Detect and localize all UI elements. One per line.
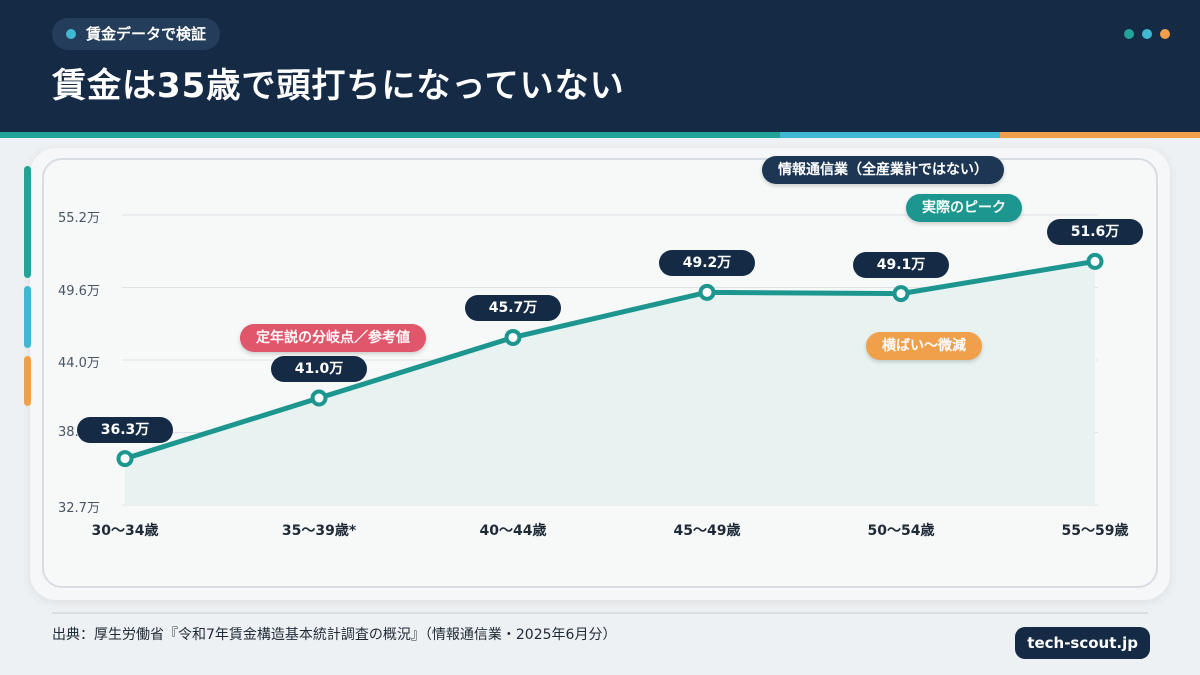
decorative-dots (1116, 24, 1170, 43)
plateau-note-badge: 横ばい〜微減 (866, 332, 982, 360)
header-banner: 賃金データで検証 賃金は35歳で頭打ちになっていない (0, 0, 1200, 132)
x-tick-label: 35〜39歳* (281, 523, 357, 539)
x-tick-label: 55〜59歳 (1061, 523, 1129, 539)
side-bar-cyan (24, 286, 31, 348)
side-bar-teal (24, 166, 31, 278)
data-value-label: 51.6万 (1047, 219, 1143, 246)
data-value-label: 49.2万 (659, 250, 755, 277)
y-tick-label: 38. (58, 424, 79, 440)
footer-divider (52, 612, 1148, 614)
data-value-label: 36.3万 (77, 416, 173, 443)
side-bar-orange (24, 356, 31, 406)
dot-icon-2 (1142, 29, 1152, 39)
tag-dot-icon (66, 29, 76, 39)
topic-tag: 賃金データで検証 (52, 18, 221, 50)
y-tick-label: 32.7万 (58, 501, 100, 516)
x-tick-label: 40〜44歳 (479, 523, 547, 539)
data-value-label: 49.1万 (853, 251, 949, 278)
chart-series-line (124, 258, 1096, 461)
page-title: 賃金は35歳で頭打ちになっていない (52, 66, 625, 106)
accent-stripe-cyan (780, 132, 1000, 138)
retirement-note-badge: 定年説の分岐点／参考値 (240, 324, 426, 352)
x-tick-label: 50〜54歳 (867, 523, 935, 539)
y-tick-label: 44.0万 (58, 356, 100, 371)
data-value-label: 41.0万 (271, 356, 367, 383)
x-tick-label: 30〜34歳 (91, 523, 159, 539)
data-point (310, 389, 328, 407)
y-tick-label: 55.2万 (58, 211, 100, 226)
topic-tag-label: 賃金データで検証 (86, 25, 207, 43)
accent-stripe-orange (1000, 132, 1200, 138)
industry-note-badge: 情報通信業（全産業計ではない） (762, 156, 1004, 184)
accent-stripe-teal (0, 132, 780, 138)
y-tick-label: 49.6万 (58, 283, 100, 299)
data-value-label: 45.7万 (465, 295, 561, 322)
data-point (1086, 252, 1104, 270)
dot-icon-3 (1160, 29, 1170, 39)
source-citation: 出典：厚生労働省『令和7年賃金構造基本統計調査の概況』（情報通信業・2025年6… (52, 627, 617, 643)
data-point (698, 283, 716, 301)
chart-area-fill (125, 261, 1095, 505)
data-point (116, 450, 134, 468)
brand-badge: tech-scout.jp (1015, 627, 1150, 659)
x-tick-label: 45〜49歳 (673, 523, 741, 539)
chart-points (116, 252, 1104, 468)
data-point (504, 328, 522, 346)
peak-note-badge: 実際のピーク (906, 194, 1022, 222)
data-point (892, 285, 910, 303)
dot-icon-1 (1124, 29, 1134, 39)
